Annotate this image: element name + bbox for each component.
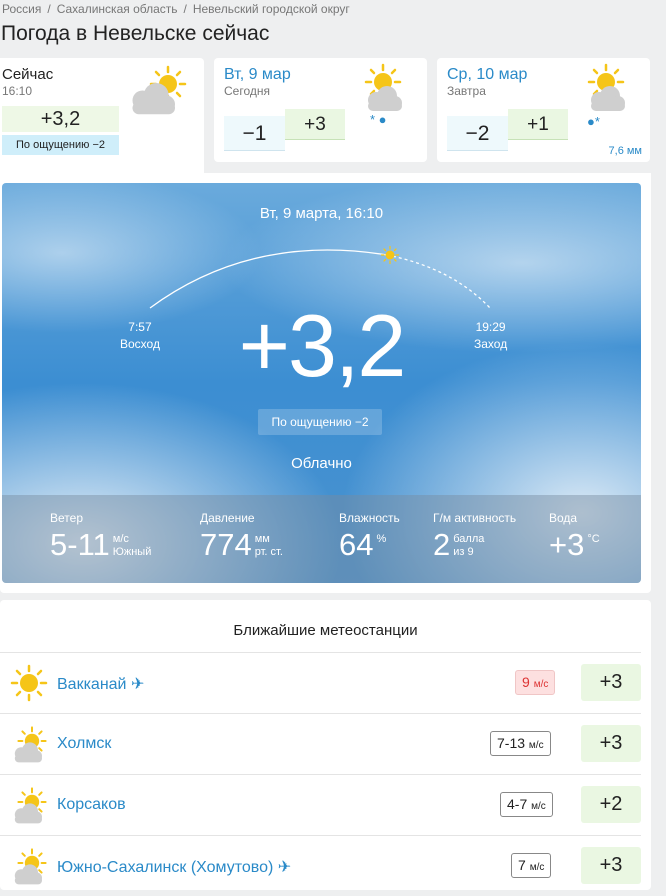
now-feels-like: По ощущению −2	[2, 135, 119, 155]
partly-cloudy-icon	[14, 726, 47, 763]
station-wind: 9 м/с	[515, 670, 556, 695]
separator: /	[183, 2, 187, 16]
partly-cloudy-icon	[14, 787, 47, 824]
stat-unit: рт. ст.	[254, 546, 283, 558]
stat-unit: °C	[587, 533, 600, 545]
station-wind: 4-7 м/с	[500, 792, 553, 817]
stat-label: Влажность	[339, 511, 400, 525]
sunrise-time: 7:57	[128, 320, 152, 334]
station-row[interactable]: Корсаков 4-7 м/с +2	[0, 774, 641, 835]
precip-amount: 7,6 мм	[608, 145, 642, 157]
breadcrumb: Россия / Сахалинская область / Невельский го…	[2, 2, 350, 16]
snow-rain-icon: ●*	[587, 114, 600, 129]
stat-label: Вода	[549, 511, 578, 525]
breadcrumb-link[interactable]: Россия	[2, 2, 42, 16]
sun-icon	[10, 664, 48, 702]
station-row[interactable]: Южно-Сахалинск (Хомутово) ✈ 7 м/с +3	[0, 835, 641, 896]
airplane-icon: ✈	[130, 676, 145, 693]
stat-unit: м/с	[112, 533, 129, 545]
stat-wind: Ветер 5-11 м/с Южный	[50, 511, 151, 563]
station-wind: 7-13 м/с	[490, 731, 551, 756]
stat-geomagnetic: Г/м активность 2 балла из 9	[433, 511, 516, 563]
station-name[interactable]: Южно-Сахалинск (Хомутово) ✈	[57, 859, 292, 876]
station-temp: +2	[581, 786, 641, 823]
current-weather-card[interactable]: Сейчас 16:10 +3,2	[0, 58, 204, 173]
stat-water: Вода +3 °C	[549, 511, 600, 563]
station-temp: +3	[581, 847, 641, 884]
stat-pressure: Давление 774 мм рт. ст.	[200, 511, 283, 563]
stat-value: 774	[200, 527, 252, 562]
sunset-label: Заход	[474, 337, 508, 351]
stations-title: Ближайшие метеостанции	[233, 622, 418, 639]
stat-label: Г/м активность	[433, 511, 517, 525]
day-card-today[interactable]: Вт, 9 мар Сегодня −1 +3 * ●	[214, 58, 427, 162]
current-conditions-panel: Вт, 9 марта, 16:10 7:57 Восход 19:29 Заход…	[0, 173, 651, 593]
stat-unit: %	[376, 533, 387, 545]
current-temp-large: +3,2	[238, 296, 407, 395]
now-temp: +3,2	[2, 106, 119, 132]
airplane-icon: ✈	[277, 859, 292, 876]
stat-label: Ветер	[50, 511, 83, 525]
stat-unit: из 9	[453, 546, 474, 558]
day-low-temp: −1	[224, 116, 285, 151]
stat-unit: Южный	[112, 546, 152, 558]
station-row[interactable]: Вакканай ✈ 9 м/с +3	[0, 652, 641, 713]
partly-cloudy-icon	[14, 848, 47, 885]
breadcrumb-link[interactable]: Невельский городской округ	[192, 2, 350, 16]
stats-bar: Ветер 5-11 м/с Южный Давление 774 мм рт. ст. В…	[2, 495, 641, 583]
day-high-temp: +3	[285, 109, 345, 140]
sky-background: Вт, 9 марта, 16:10 7:57 Восход 19:29 Заход…	[2, 183, 641, 583]
stat-value: 5-11	[50, 527, 110, 562]
condition-text: Облачно	[291, 455, 352, 472]
sun-path-arc	[149, 245, 491, 309]
sunrise: 7:57 Восход	[120, 319, 160, 353]
feels-like-badge: По ощущению −2	[258, 409, 382, 435]
day-low-temp: −2	[447, 116, 508, 151]
partly-cloudy-icon	[132, 65, 187, 115]
day-subtitle: Завтра	[447, 84, 486, 98]
day-date: Вт, 9 мар	[224, 66, 291, 83]
page-title: Погода в Невельске сейчас	[1, 22, 270, 45]
station-wind: 7 м/с	[511, 853, 552, 878]
breadcrumb-link[interactable]: Сахалинская область	[56, 2, 178, 16]
stat-unit: мм	[254, 533, 270, 545]
current-datetime: Вт, 9 марта, 16:10	[259, 205, 384, 222]
day-card-tomorrow[interactable]: Ср, 10 мар Завтра −2 +1 ●* 7,6 мм	[437, 58, 650, 162]
station-temp: +3	[581, 664, 641, 701]
cloud-sun-icon	[364, 63, 402, 111]
station-name[interactable]: Холмск	[57, 735, 112, 752]
station-temp: +3	[581, 725, 641, 762]
cloud-sun-icon	[587, 63, 625, 111]
sunrise-label: Восход	[120, 337, 160, 351]
station-name[interactable]: Корсаков	[57, 796, 126, 813]
now-time: 16:10	[2, 84, 33, 98]
stat-humidity: Влажность 64%	[339, 511, 400, 563]
stat-value: +3	[549, 527, 585, 562]
now-label: Сейчас	[2, 66, 54, 83]
stat-value: 64	[339, 527, 374, 562]
separator: /	[47, 2, 51, 16]
stat-label: Давление	[200, 511, 255, 525]
stat-unit: балла	[453, 533, 485, 545]
station-row[interactable]: Холмск 7-13 м/с +3	[0, 713, 641, 774]
sun-position-icon	[380, 245, 400, 265]
day-subtitle: Сегодня	[224, 84, 270, 98]
station-name[interactable]: Вакканай ✈	[57, 676, 145, 693]
sunset: 19:29 Заход	[474, 319, 507, 353]
sunset-time: 19:29	[475, 320, 506, 334]
day-high-temp: +1	[508, 109, 568, 140]
nearby-stations: Ближайшие метеостанции Вакканай ✈ 9 м/с …	[0, 600, 651, 890]
stat-value: 2	[433, 527, 451, 562]
snow-rain-icon: * ●	[370, 112, 387, 127]
day-date: Ср, 10 мар	[447, 66, 528, 83]
